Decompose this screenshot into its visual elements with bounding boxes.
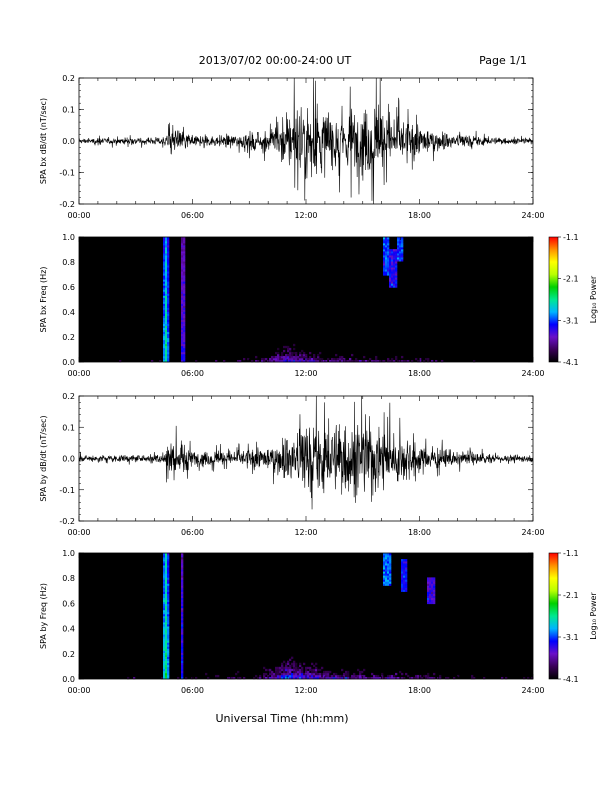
x-tick-label: 24:00 xyxy=(521,686,544,695)
x-tick-label: 18:00 xyxy=(408,369,431,378)
heatmap-background xyxy=(79,553,533,679)
chart-title: 2013/07/02 00:00-24:00 UT xyxy=(199,54,352,67)
x-tick-label: 06:00 xyxy=(181,369,204,378)
y-tick-label: 0.6 xyxy=(62,599,75,608)
colorbar-scale xyxy=(548,552,559,680)
y-tick-label: 1.0 xyxy=(62,549,75,558)
y-tick-label: 0.1 xyxy=(62,106,75,115)
heatmap-cells-2 xyxy=(119,237,476,363)
x-tick-label: 12:00 xyxy=(294,528,317,537)
y-tick-label: 0.0 xyxy=(62,358,75,367)
x-tick-label: 12:00 xyxy=(294,211,317,220)
y-tick-label: 0.0 xyxy=(62,675,75,684)
y-tick-label: 0.2 xyxy=(62,74,75,83)
y-axis-label: SPA bx dB/dt (nT/sec) xyxy=(39,98,48,184)
x-tick-label: 12:00 xyxy=(294,686,317,695)
y-tick-label: 1.0 xyxy=(62,233,75,242)
y-tick-label: -0.2 xyxy=(59,517,75,526)
x-axis-label: Universal Time (hh:mm) xyxy=(216,712,349,725)
colorbar-tick-label: -3.1 xyxy=(563,633,579,642)
y-tick-label: -0.1 xyxy=(59,486,75,495)
colorbar-tick-label: -3.1 xyxy=(563,316,579,325)
x-tick-label: 00:00 xyxy=(67,528,90,537)
colorbar-tick-label: -2.1 xyxy=(563,275,579,284)
y-tick-label: 0.2 xyxy=(62,650,75,659)
colorbar-2: -1.1 -2.1 -3.1 -4.1 Log₁₀ Power xyxy=(548,233,598,367)
x-tick-label: 18:00 xyxy=(408,211,431,220)
x-tick-label: 24:00 xyxy=(521,211,544,220)
x-tick-label: 18:00 xyxy=(408,528,431,537)
y-tick-label: 0.1 xyxy=(62,423,75,432)
panel-3: 00:00 06:00 12:00 18:00 24:00 0.2 0.1 0.0 -0.1 -0… xyxy=(39,392,545,537)
y-tick-label: 0.8 xyxy=(62,258,75,267)
x-tick-label: 06:00 xyxy=(181,686,204,695)
y-tick-label: 0.8 xyxy=(62,574,75,583)
x-tick-label: 24:00 xyxy=(521,369,544,378)
x-tick-label: 06:00 xyxy=(181,528,204,537)
y-tick-label: 0.2 xyxy=(62,333,75,342)
y-tick-label: 0.0 xyxy=(62,455,75,464)
x-tick-label: 12:00 xyxy=(294,369,317,378)
colorbar-tick-label: -1.1 xyxy=(563,233,579,242)
page-indicator: Page 1/1 xyxy=(479,54,527,67)
colorbar-tick-label: -4.1 xyxy=(563,675,579,684)
colorbar-4: -1.1 -2.1 -3.1 -4.1 Log₁₀ Power xyxy=(548,549,598,684)
heatmap-background xyxy=(79,237,533,362)
series-waveform-1 xyxy=(79,78,533,204)
x-tick-label: 00:00 xyxy=(67,369,90,378)
y-tick-label: 0.4 xyxy=(62,625,75,634)
y-axis-label: SPA bx Freq (Hz) xyxy=(39,267,48,333)
heatmap-cells-4 xyxy=(127,553,534,680)
x-tick-label: 18:00 xyxy=(408,686,431,695)
y-tick-label: 0.6 xyxy=(62,283,75,292)
x-tick-label: 06:00 xyxy=(181,211,204,220)
x-tick-label: 00:00 xyxy=(67,211,90,220)
y-tick-label: 0.2 xyxy=(62,392,75,401)
x-tick-label: 00:00 xyxy=(67,686,90,695)
y-tick-label: -0.1 xyxy=(59,169,75,178)
y-tick-label: -0.2 xyxy=(59,200,75,209)
colorbar-scale xyxy=(548,236,559,363)
y-axis-label: SPA by dB/dt (nT/sec) xyxy=(39,415,48,501)
panel-4: -1.1 -2.1 -3.1 -4.1 Log₁₀ Power 00:00 06:00 12:… xyxy=(39,549,598,695)
x-tick-label: 24:00 xyxy=(521,528,544,537)
y-axis-label: SPA by Freq (Hz) xyxy=(39,583,48,649)
panel-1: 00:00 06:00 12:00 18:00 24:00 0.2 0.1 0.0 -0.1 -0… xyxy=(39,74,545,220)
colorbar-label: Log₁₀ Power xyxy=(589,592,598,640)
series-waveform-3 xyxy=(79,396,533,510)
colorbar-tick-label: -1.1 xyxy=(563,549,579,558)
panels: 00:00 06:00 12:00 18:00 24:00 0.2 0.1 0.0 -0.1 -0… xyxy=(39,74,598,695)
colorbar-label: Log₁₀ Power xyxy=(589,275,598,323)
panel-2: -1.1 -2.1 -3.1 -4.1 Log₁₀ Power 00:00 06:00 12:… xyxy=(39,233,598,378)
y-tick-label: 0.0 xyxy=(62,137,75,146)
y-tick-label: 0.4 xyxy=(62,308,75,317)
colorbar-tick-label: -4.1 xyxy=(563,358,579,367)
colorbar-tick-label: -2.1 xyxy=(563,591,579,600)
